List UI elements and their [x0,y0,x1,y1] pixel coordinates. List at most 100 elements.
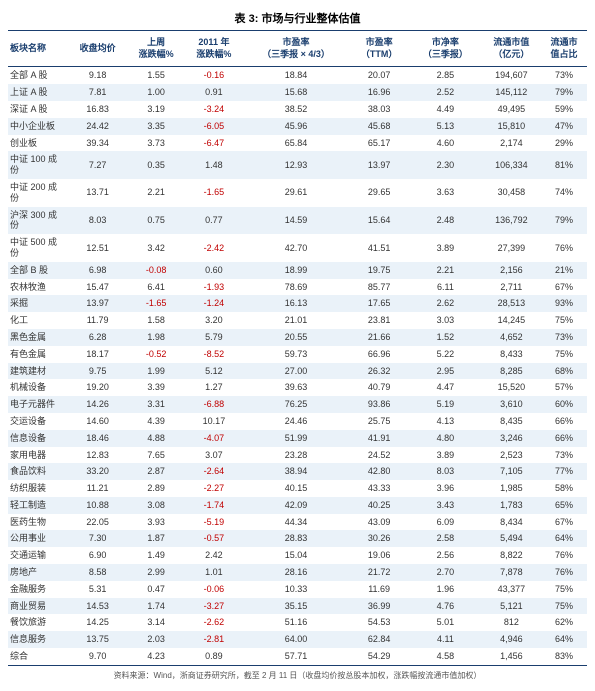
row-name: 综合 [8,648,68,665]
cell-value: 4,652 [482,329,541,346]
cell-value: 4.80 [409,430,482,447]
cell-value: 28.83 [243,530,349,547]
cell-value: 74% [541,179,587,207]
cell-value: 14,245 [482,312,541,329]
cell-value: 8,285 [482,363,541,380]
cell-value: 41.91 [349,430,409,447]
cell-value: 13.97 [68,295,127,312]
table-row: 房地产8.582.991.0128.1621.722.707,87876% [8,564,587,581]
cell-value: 62% [541,614,587,631]
cell-value: 5.31 [68,581,127,598]
cell-value: 16.13 [243,295,349,312]
cell-value: 57.71 [243,648,349,665]
cell-value: 15,810 [482,118,541,135]
row-name: 轻工制造 [8,497,68,514]
cell-value: 0.77 [185,207,243,235]
cell-value: 79% [541,84,587,101]
row-name: 黑色金属 [8,329,68,346]
cell-value: 2.21 [409,262,482,279]
cell-value: 1.00 [127,84,185,101]
column-header: 2011 年涨跌幅% [185,31,243,67]
cell-value: 45.68 [349,118,409,135]
row-name: 上证 A 股 [8,84,68,101]
cell-value: 9.70 [68,648,127,665]
cell-value: 12.51 [68,234,127,262]
cell-value: 6.41 [127,279,185,296]
cell-value: 66% [541,430,587,447]
table-row: 纺织服装11.212.89-2.2740.1543.333.961,98558% [8,480,587,497]
table-row: 中小企业板24.423.35-6.0545.9645.685.1315,8104… [8,118,587,135]
cell-value: -3.27 [185,598,243,615]
cell-value: -6.47 [185,135,243,152]
cell-value: 7,105 [482,463,541,480]
cell-value: 1.27 [185,379,243,396]
cell-value: 51.99 [243,430,349,447]
cell-value: 10.33 [243,581,349,598]
cell-value: -2.64 [185,463,243,480]
cell-value: 10.88 [68,497,127,514]
cell-value: 2.52 [409,84,482,101]
cell-value: 27.00 [243,363,349,380]
table-row: 食品饮料33.202.87-2.6438.9442.808.037,10577% [8,463,587,480]
cell-value: 21.72 [349,564,409,581]
row-name: 沪深 300 成份 [8,207,68,235]
cell-value: 75% [541,598,587,615]
cell-value: 1.96 [409,581,482,598]
cell-value: 3.63 [409,179,482,207]
row-name: 食品饮料 [8,463,68,480]
cell-value: 1.55 [127,67,185,84]
row-name: 化工 [8,312,68,329]
cell-value: 14.25 [68,614,127,631]
cell-value: 59% [541,101,587,118]
cell-value: 40.25 [349,497,409,514]
cell-value: 5,494 [482,530,541,547]
cell-value: 3.39 [127,379,185,396]
cell-value: 40.15 [243,480,349,497]
table-row: 化工11.791.583.2021.0123.813.0314,24575% [8,312,587,329]
cell-value: 3.89 [409,447,482,464]
row-name: 金融服务 [8,581,68,598]
cell-value: 5.13 [409,118,482,135]
cell-value: -0.16 [185,67,243,84]
cell-value: -1.65 [127,295,185,312]
row-name: 商业贸易 [8,598,68,615]
table-row: 轻工制造10.883.08-1.7442.0940.253.431,78365% [8,497,587,514]
row-name: 中证 200 成份 [8,179,68,207]
cell-value: 0.91 [185,84,243,101]
header-row: 板块名称收盘均价上周涨跌幅%2011 年涨跌幅%市盈率（三季报 × 4/3）市盈… [8,31,587,67]
cell-value: 8,434 [482,514,541,531]
row-name: 公用事业 [8,530,68,547]
cell-value: 38.94 [243,463,349,480]
table-row: 交运设备14.604.3910.1724.4625.754.138,43566% [8,413,587,430]
cell-value: 2,174 [482,135,541,152]
cell-value: 2.30 [409,151,482,179]
cell-value: 67% [541,514,587,531]
column-header: 流通市值（亿元） [482,31,541,67]
cell-value: 1.87 [127,530,185,547]
cell-value: 3.96 [409,480,482,497]
cell-value: 18.99 [243,262,349,279]
cell-value: 5.12 [185,363,243,380]
column-header: 市净率（三季报） [409,31,482,67]
cell-value: 68% [541,363,587,380]
cell-value: 1.01 [185,564,243,581]
cell-value: 2,711 [482,279,541,296]
table-row: 医药生物22.053.93-5.1944.3443.096.098,43467% [8,514,587,531]
table-row: 金融服务5.310.47-0.0610.3311.691.9643,37775% [8,581,587,598]
cell-value: 24.42 [68,118,127,135]
cell-value: 5.79 [185,329,243,346]
cell-value: -0.08 [127,262,185,279]
cell-value: 4.60 [409,135,482,152]
cell-value: 11.69 [349,581,409,598]
cell-value: 5.01 [409,614,482,631]
cell-value: 4.76 [409,598,482,615]
cell-value: 7.30 [68,530,127,547]
cell-value: 1.48 [185,151,243,179]
table-row: 上证 A 股7.811.000.9115.6816.962.52145,1127… [8,84,587,101]
cell-value: 14.26 [68,396,127,413]
cell-value: 3.43 [409,497,482,514]
column-header: 市盈率（三季报 × 4/3） [243,31,349,67]
column-header: 板块名称 [8,31,68,67]
cell-value: 26.32 [349,363,409,380]
cell-value: 75% [541,346,587,363]
